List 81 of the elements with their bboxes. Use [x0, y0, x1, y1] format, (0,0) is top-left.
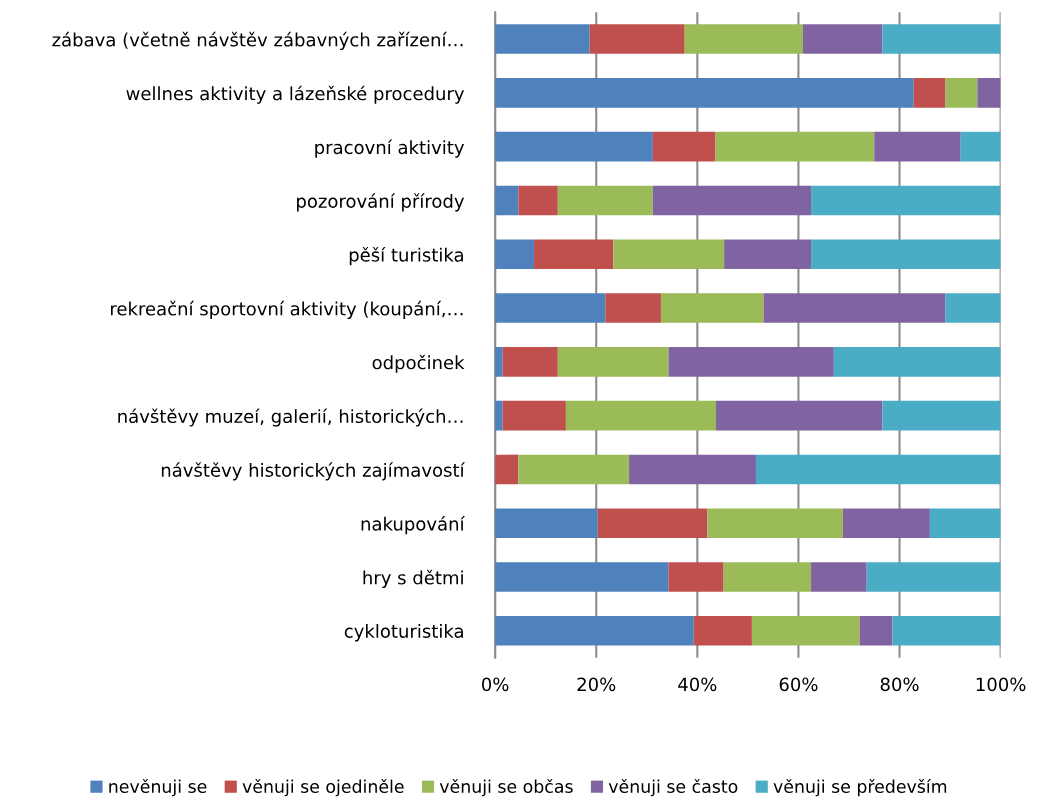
y-tick-label: návštěvy historických zajímavostí	[161, 462, 466, 481]
bar	[629, 454, 756, 485]
bar	[859, 616, 893, 646]
bar	[518, 185, 558, 216]
x-tick-label: 60%	[779, 677, 818, 692]
bar	[605, 293, 661, 323]
bar	[811, 239, 1001, 270]
bar	[929, 508, 1001, 539]
bar	[495, 347, 503, 377]
bar	[811, 562, 867, 592]
bar	[874, 131, 961, 162]
bar	[495, 616, 694, 646]
bar	[495, 78, 914, 108]
legend-label: věnuji se občas	[439, 778, 573, 797]
bar	[763, 293, 946, 323]
bar	[502, 400, 566, 431]
bar	[668, 347, 834, 377]
bar	[589, 24, 685, 54]
bar	[751, 616, 860, 646]
y-tick-label: pracovní aktivity	[315, 139, 465, 158]
legend-label: věnuji se často	[608, 778, 738, 797]
bar	[495, 239, 535, 270]
bar	[557, 347, 669, 377]
bar	[495, 562, 669, 592]
bar	[652, 131, 716, 162]
bar	[707, 508, 843, 539]
bar	[882, 400, 1001, 431]
bar	[882, 24, 1001, 54]
bar	[502, 347, 558, 377]
bar	[945, 293, 1001, 323]
y-tick-label: pozorování přírody	[297, 193, 465, 212]
y-tick-label: wellnes aktivity a lázeňské procedury	[126, 85, 465, 104]
legend-label: věnuji se především	[773, 778, 947, 797]
bar	[945, 78, 978, 108]
bar	[716, 400, 883, 431]
bar	[495, 185, 519, 216]
y-tick-label: cykloturistika	[344, 623, 463, 642]
bar	[715, 131, 875, 162]
y-tick-label: hry s dětmi	[363, 569, 463, 588]
y-tick-label: návštěvy muzeí, galerií, historických…	[118, 408, 463, 427]
bar	[613, 239, 725, 270]
x-tick-label: 40%	[678, 677, 717, 692]
bar	[495, 131, 653, 162]
bar	[833, 347, 1001, 377]
y-tick-label: odpočinek	[372, 354, 465, 373]
bar	[660, 293, 764, 323]
bar	[495, 508, 598, 539]
x-tick-label: 20%	[577, 677, 616, 692]
bar	[565, 400, 717, 431]
bar	[866, 562, 1001, 592]
bar	[977, 78, 1001, 108]
bar	[811, 185, 1001, 216]
bar	[684, 24, 803, 54]
bar	[518, 454, 630, 485]
bar	[802, 24, 883, 54]
bar	[495, 24, 590, 54]
bar	[960, 131, 1001, 162]
x-tick-label: 100%	[976, 677, 1026, 692]
x-tick-label: 80%	[880, 677, 919, 692]
bar	[534, 239, 614, 270]
bar	[693, 616, 752, 646]
legend-label: věnuji se ojediněle	[242, 778, 404, 797]
bar	[652, 185, 812, 216]
bar	[495, 454, 519, 485]
bar	[495, 400, 503, 431]
bar	[724, 239, 812, 270]
bar	[495, 293, 606, 323]
bar	[913, 78, 946, 108]
y-tick-label: rekreační sportovní aktivity (koupání,…	[111, 300, 463, 320]
y-tick-label: pěší turistika	[349, 247, 463, 266]
y-tick-label: nakupování	[361, 516, 466, 535]
bar	[842, 508, 930, 539]
bar	[755, 454, 1001, 485]
x-tick-label: 0%	[481, 677, 509, 692]
bar	[557, 185, 653, 216]
legend-label: nevěnuji se	[109, 778, 207, 797]
bar	[597, 508, 708, 539]
y-tick-label: zábava (včetně návštěv zábavných zařízení…	[52, 31, 463, 51]
bar	[723, 562, 812, 592]
bar	[668, 562, 724, 592]
bar	[892, 616, 1001, 646]
